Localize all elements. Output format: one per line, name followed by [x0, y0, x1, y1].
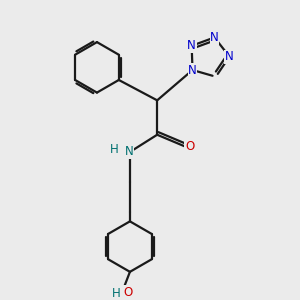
Text: N: N	[225, 50, 234, 63]
Text: N: N	[187, 39, 196, 52]
Text: O: O	[123, 286, 133, 299]
Text: N: N	[188, 64, 197, 76]
Text: O: O	[185, 140, 194, 153]
Text: H: H	[110, 143, 118, 156]
Text: N: N	[125, 146, 134, 158]
Text: H: H	[112, 286, 121, 300]
Text: N: N	[210, 31, 219, 44]
